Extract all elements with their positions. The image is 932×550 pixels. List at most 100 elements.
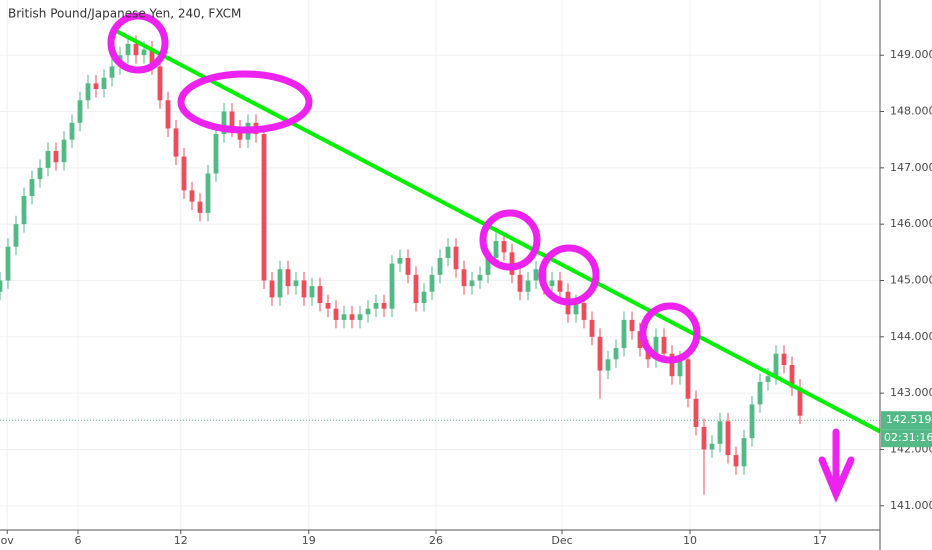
candle-body bbox=[309, 286, 315, 298]
candle-body bbox=[709, 443, 715, 450]
candle-body bbox=[413, 274, 419, 304]
candle-body bbox=[773, 353, 779, 377]
candle-body bbox=[693, 398, 699, 427]
candle-body bbox=[637, 331, 643, 349]
candle-body bbox=[741, 438, 747, 467]
candle-body bbox=[109, 66, 115, 78]
trendline bbox=[114, 28, 881, 434]
x-tick-label: 6 bbox=[75, 534, 82, 547]
candle-body bbox=[421, 291, 427, 304]
candle-body bbox=[45, 150, 51, 168]
x-tick-label: 17 bbox=[813, 534, 827, 547]
y-tick-label: 143.000 bbox=[890, 386, 932, 399]
candle-body bbox=[661, 336, 667, 354]
candle-body bbox=[0, 280, 3, 292]
annotation-circles bbox=[107, 12, 701, 364]
chart-title: British Pound/Japanese Yen, 240, FXCM bbox=[8, 7, 241, 21]
candle-body bbox=[701, 426, 707, 450]
candle-body bbox=[621, 319, 627, 349]
candle-body bbox=[229, 111, 235, 129]
candle-body bbox=[573, 303, 579, 315]
candle-body bbox=[581, 303, 587, 320]
candle-body bbox=[461, 269, 467, 287]
candle-body bbox=[301, 280, 307, 298]
candle-body bbox=[765, 376, 771, 382]
candle-body bbox=[173, 128, 179, 157]
candle-body bbox=[717, 421, 723, 444]
candle-body bbox=[453, 246, 459, 270]
candle-body bbox=[189, 190, 195, 202]
x-tick-label: ov bbox=[1, 534, 15, 547]
candle-body bbox=[669, 353, 675, 377]
candle-body bbox=[501, 241, 507, 253]
candle-body bbox=[133, 43, 139, 56]
candle-body bbox=[357, 314, 363, 320]
candle-body bbox=[437, 257, 443, 275]
candle-body bbox=[157, 66, 163, 101]
candles bbox=[0, 35, 803, 495]
candle-body bbox=[221, 111, 227, 135]
candle-body bbox=[237, 128, 243, 140]
candle-body bbox=[21, 196, 27, 225]
candle-body bbox=[93, 83, 99, 89]
candle-body bbox=[605, 359, 611, 371]
y-tick-label: 147.000 bbox=[890, 161, 932, 174]
circle bbox=[177, 70, 313, 134]
candle-body bbox=[677, 359, 683, 377]
x-tick-label: 12 bbox=[174, 534, 188, 547]
candle-body bbox=[597, 336, 603, 371]
candle-body bbox=[589, 319, 595, 337]
candle-body bbox=[285, 269, 291, 287]
candle-body bbox=[725, 421, 731, 456]
y-tick-label: 141.000 bbox=[890, 499, 932, 512]
candle-body bbox=[333, 308, 339, 320]
candle-body bbox=[525, 280, 531, 292]
candle-body bbox=[757, 381, 763, 405]
candle-body bbox=[293, 280, 299, 287]
candle-body bbox=[549, 280, 555, 287]
candle-body bbox=[181, 156, 187, 191]
y-tick-label: 148.000 bbox=[890, 105, 932, 118]
candle-body bbox=[69, 122, 75, 140]
x-tick-label: 10 bbox=[683, 534, 697, 547]
countdown-label: 02:31:16 bbox=[884, 431, 932, 444]
candle-body bbox=[29, 179, 35, 197]
candle-body bbox=[125, 43, 131, 56]
candle-body bbox=[397, 257, 403, 264]
candle-body bbox=[389, 263, 395, 309]
arrow-head bbox=[818, 456, 855, 503]
candle-body bbox=[213, 134, 219, 174]
candle-body bbox=[261, 134, 267, 281]
circle bbox=[639, 302, 701, 364]
candle-body bbox=[277, 269, 283, 298]
y-tick-label: 144.000 bbox=[890, 330, 932, 343]
overlay bbox=[0, 28, 881, 434]
candle-body bbox=[53, 150, 59, 163]
countdown-box bbox=[881, 429, 932, 448]
candle-body bbox=[685, 359, 691, 399]
candle-body bbox=[141, 49, 147, 56]
candle-body bbox=[165, 100, 171, 129]
candle-body bbox=[381, 303, 387, 309]
last-price-label: 142.519 bbox=[886, 413, 932, 426]
candle-body bbox=[349, 314, 355, 320]
candle-body bbox=[797, 387, 803, 416]
candle-body bbox=[789, 364, 795, 388]
candle-body bbox=[557, 280, 563, 292]
candle-body bbox=[533, 269, 539, 281]
candle-body bbox=[13, 224, 19, 247]
candle-body bbox=[373, 303, 379, 309]
y-tick-label: 146.000 bbox=[890, 217, 932, 230]
down-arrow bbox=[818, 428, 855, 503]
candle-body bbox=[485, 257, 491, 275]
candle-body bbox=[317, 286, 323, 304]
candle-body bbox=[85, 83, 91, 101]
candle-body bbox=[405, 257, 411, 275]
candle-body bbox=[325, 303, 331, 309]
candle-body bbox=[445, 246, 451, 258]
candle-body bbox=[477, 274, 483, 281]
candle-body bbox=[749, 404, 755, 439]
y-tick-label: 145.000 bbox=[890, 273, 932, 286]
circle bbox=[538, 244, 600, 306]
candle-body bbox=[629, 319, 635, 332]
